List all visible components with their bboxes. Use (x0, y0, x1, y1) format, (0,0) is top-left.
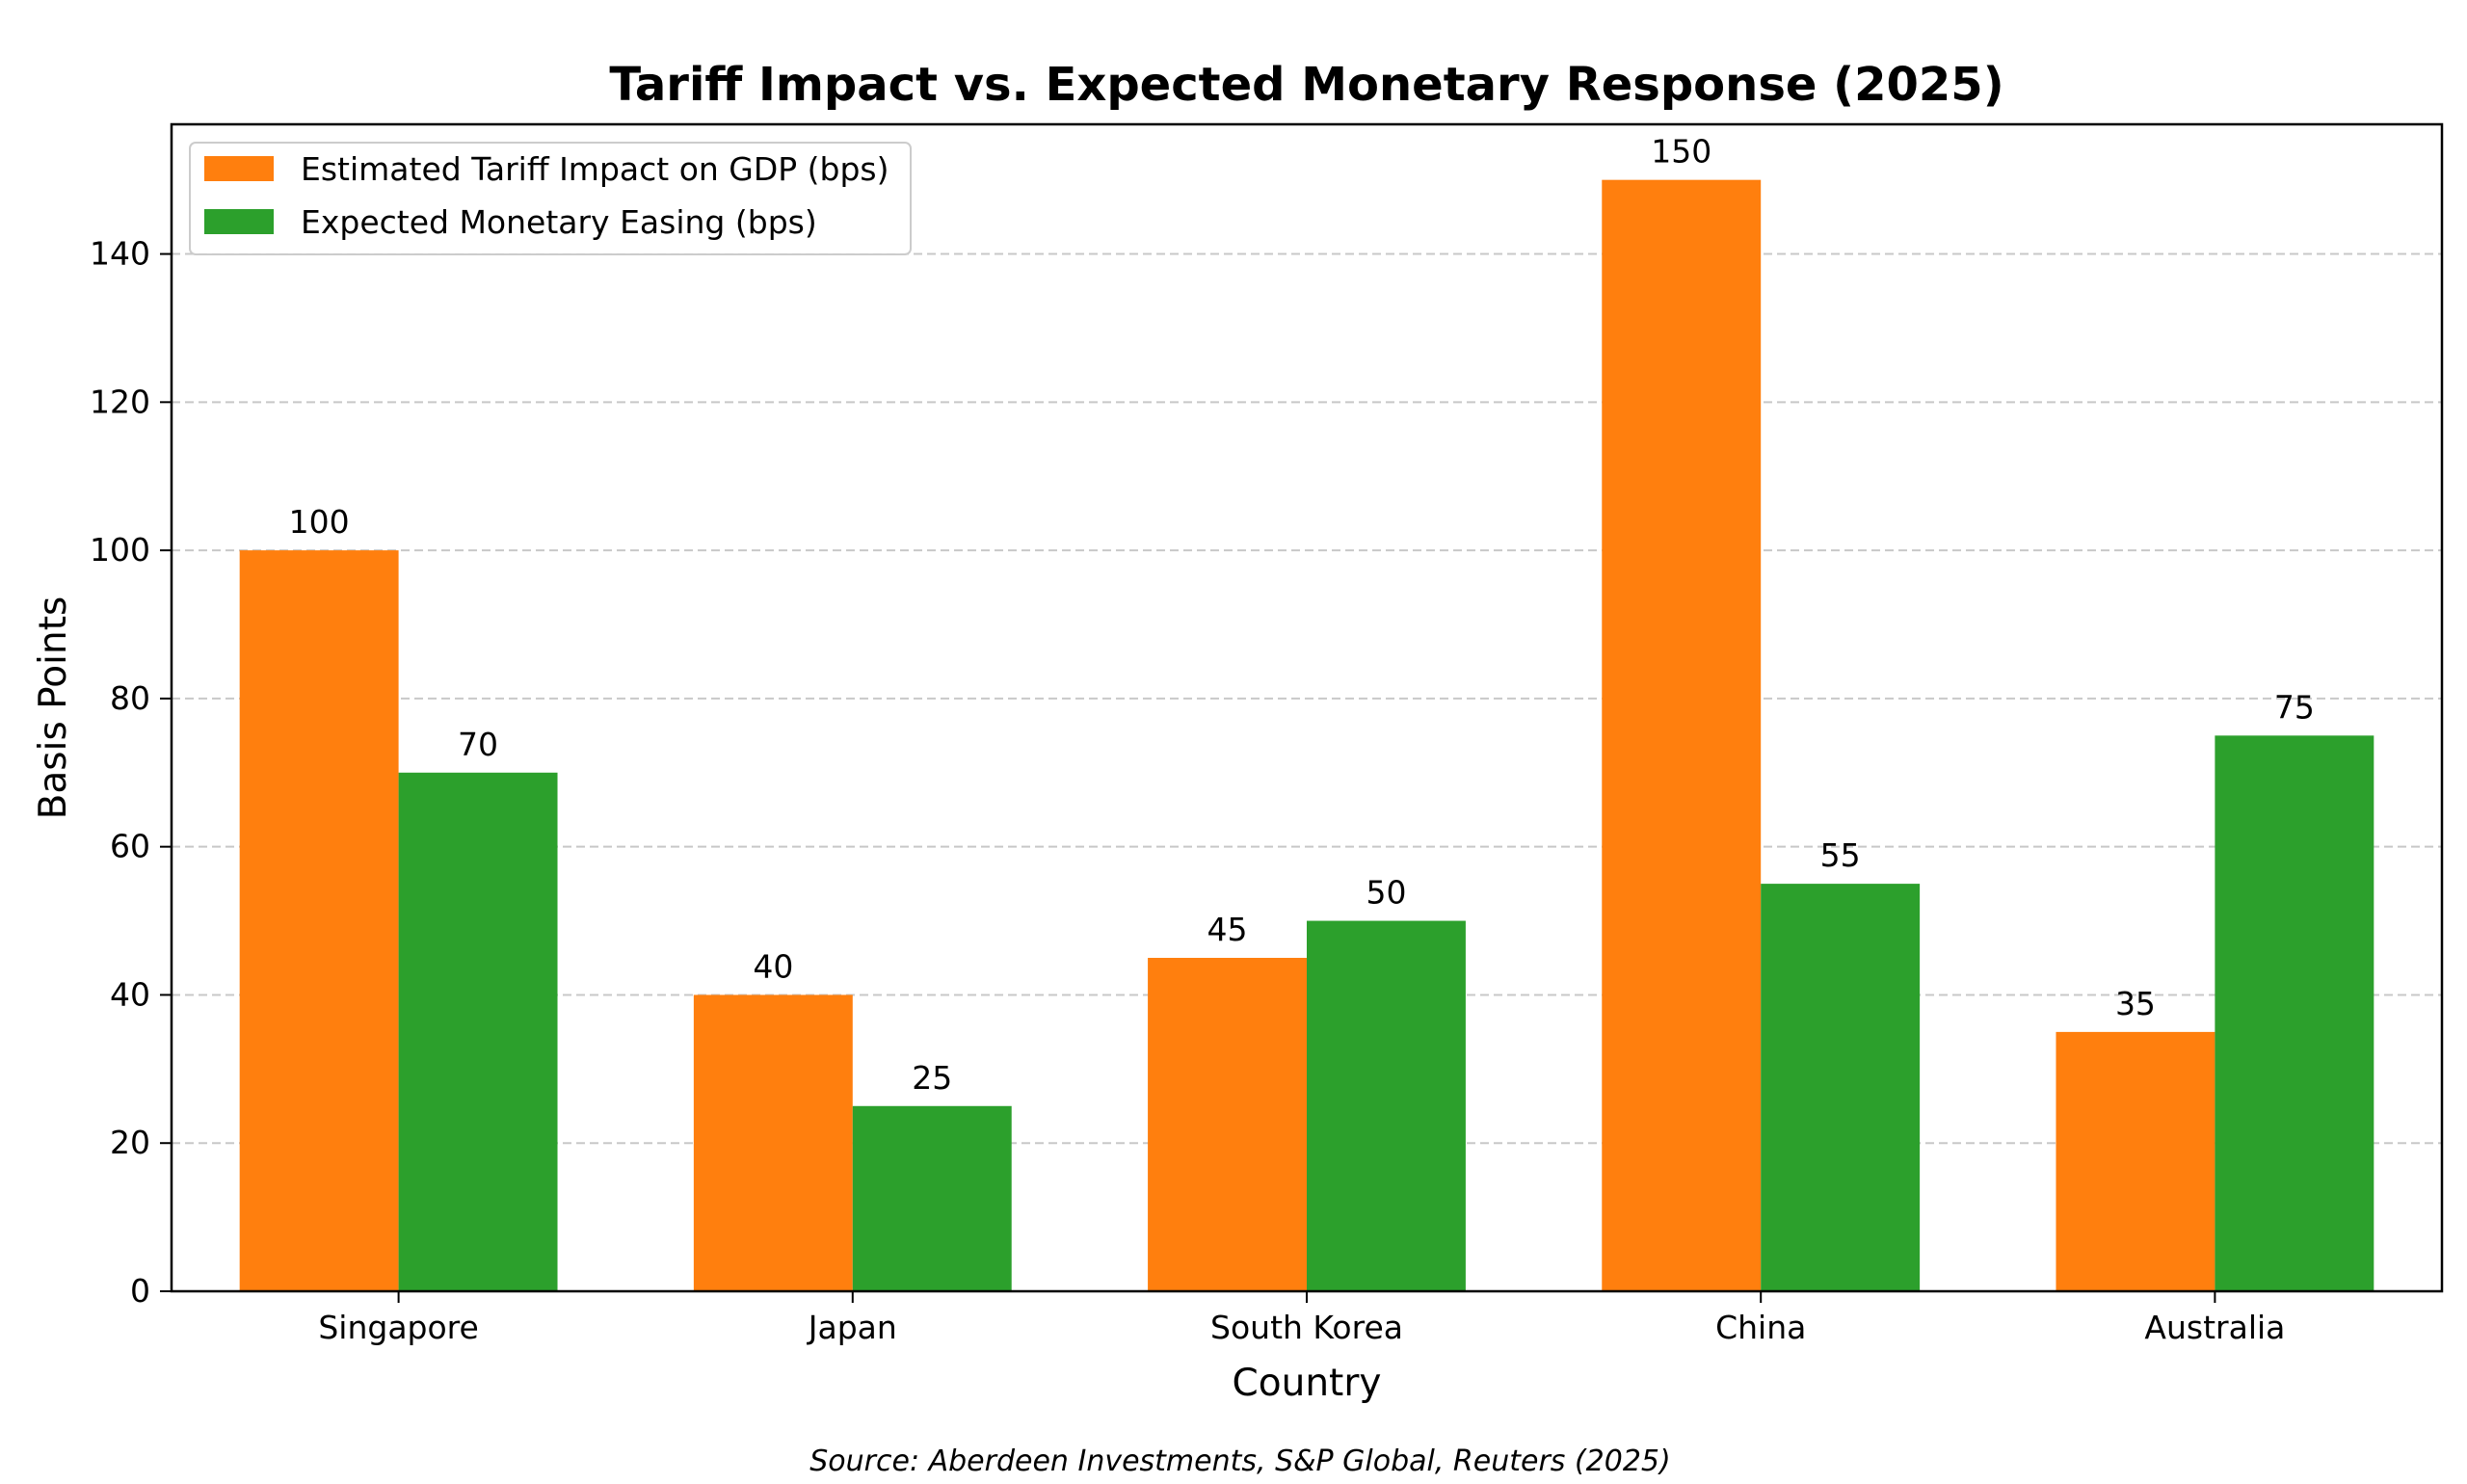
legend-box (189, 142, 912, 255)
data-label-japan-series-2: 25 (912, 1059, 952, 1097)
y-tick-label-20: 20 (110, 1124, 150, 1161)
data-label-china-series-2: 55 (1820, 836, 1861, 874)
legend-swatch-tariff-impact (204, 156, 274, 181)
bar-singapore-series-1 (239, 550, 399, 1291)
legend: Estimated Tariff Impact on GDP (bps) Exp… (189, 142, 912, 255)
bar-australia-series-2 (2215, 735, 2374, 1291)
data-label-australia-series-2: 75 (2274, 688, 2315, 726)
x-tick-label-japan: Japan (807, 1309, 897, 1346)
legend-label-tariff-impact: Estimated Tariff Impact on GDP (bps) (301, 150, 889, 188)
bar-china-series-1 (1602, 179, 1762, 1292)
data-label-australia-series-1: 35 (2115, 985, 2156, 1022)
legend-swatch-monetary-easing (204, 209, 274, 234)
legend-label-monetary-easing: Expected Monetary Easing (bps) (301, 203, 817, 241)
data-label-south-korea-series-1: 45 (1207, 911, 1248, 948)
y-axis: 0 20 40 60 80 100 120 140 (90, 235, 172, 1310)
x-axis: Singapore Japan South Korea China Australia (318, 1291, 2285, 1346)
y-tick-label-140: 140 (90, 235, 150, 273)
bar-singapore-series-2 (398, 772, 558, 1291)
y-tick-label-100: 100 (90, 531, 150, 569)
bar-china-series-2 (1761, 884, 1921, 1291)
y-tick-label-120: 120 (90, 383, 150, 420)
x-tick-label-singapore: Singapore (318, 1309, 478, 1346)
bar-japan-series-1 (693, 994, 853, 1291)
source-note: Source: Aberdeen Investments, S&P Global… (809, 1444, 1670, 1478)
y-axis-title: Basis Points (32, 596, 75, 820)
data-label-singapore-series-2: 70 (458, 726, 498, 763)
data-label-south-korea-series-2: 50 (1366, 874, 1406, 912)
x-axis-title: Country (1233, 1362, 1382, 1405)
bars (239, 179, 2374, 1292)
chart-title: Tariff Impact vs. Expected Monetary Resp… (609, 58, 2003, 112)
x-tick-label-china: China (1715, 1309, 1806, 1346)
bar-south-korea-series-1 (1148, 958, 1307, 1291)
data-label-singapore-series-1: 100 (289, 503, 350, 541)
data-labels: 100 70 40 25 45 50 150 55 35 75 (289, 133, 2315, 1097)
y-tick-label-0: 0 (130, 1272, 150, 1310)
bar-south-korea-series-2 (1307, 920, 1466, 1291)
bar-australia-series-1 (2056, 1031, 2215, 1291)
y-tick-label-40: 40 (110, 975, 150, 1013)
bar-japan-series-2 (852, 1105, 1012, 1291)
data-label-china-series-1: 150 (1651, 133, 1711, 171)
x-tick-label-australia: Australia (2144, 1309, 2285, 1346)
y-tick-label-80: 80 (110, 679, 150, 717)
data-label-japan-series-1: 40 (753, 947, 793, 985)
y-tick-label-60: 60 (110, 828, 150, 865)
x-tick-label-south-korea: South Korea (1210, 1309, 1403, 1346)
